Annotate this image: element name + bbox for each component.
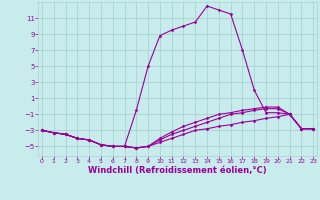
X-axis label: Windchill (Refroidissement éolien,°C): Windchill (Refroidissement éolien,°C) bbox=[88, 166, 267, 175]
